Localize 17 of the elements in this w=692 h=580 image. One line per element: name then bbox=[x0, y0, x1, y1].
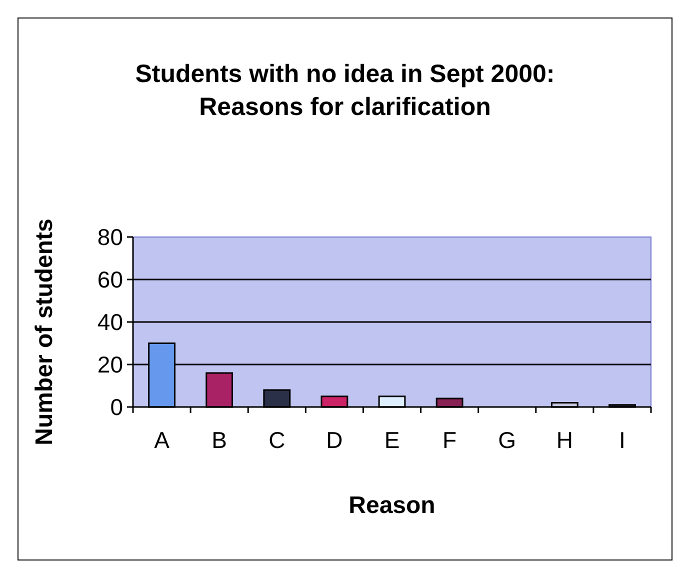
x-tick-label: E bbox=[384, 427, 400, 453]
y-tick-label: 0 bbox=[110, 394, 123, 420]
x-tick-label: F bbox=[442, 427, 457, 453]
x-tick-label: D bbox=[326, 427, 343, 453]
x-tick-label: B bbox=[212, 427, 228, 453]
x-tick-label: G bbox=[498, 427, 516, 453]
y-tick-label: 40 bbox=[97, 309, 123, 336]
x-tick-label: H bbox=[556, 427, 573, 453]
y-tick-label: 80 bbox=[97, 224, 123, 250]
x-tick-label: C bbox=[268, 427, 286, 453]
x-axis-title: Reason bbox=[348, 492, 436, 519]
y-tick-label: 20 bbox=[97, 352, 123, 378]
y-tick-label: 60 bbox=[97, 266, 123, 293]
y-axis-title: Number of students bbox=[31, 218, 58, 446]
x-tick-label: A bbox=[154, 427, 170, 453]
chart-title: Students with no idea in Sept 2000: Reasons for clarification bbox=[135, 60, 555, 121]
x-tick-label: I bbox=[619, 427, 626, 453]
